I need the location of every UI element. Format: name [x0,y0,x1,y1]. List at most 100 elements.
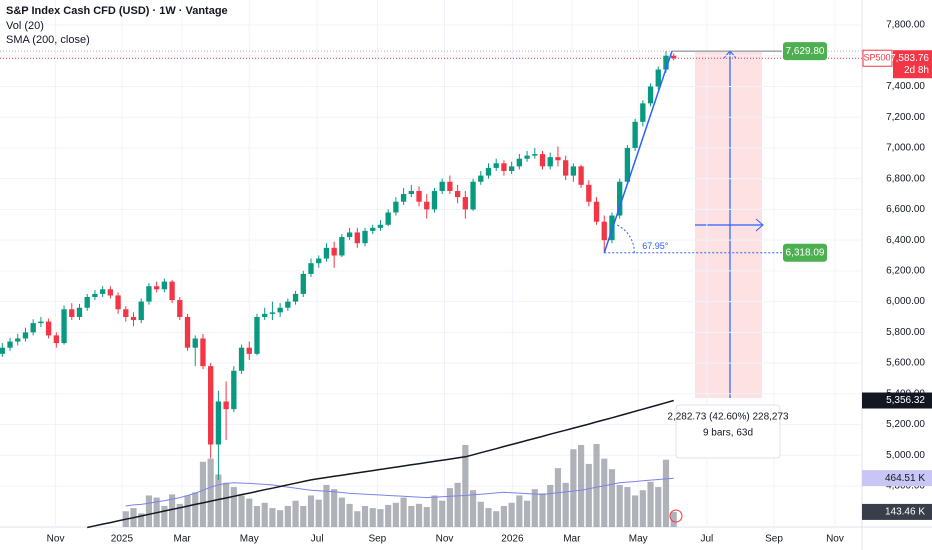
candle-body [146,286,152,302]
candle-body [362,230,368,244]
volume-bar [531,489,538,527]
volume-ma-line [125,477,674,507]
measure-tag-label: 7,629.80 [786,46,825,57]
volume-bar [145,495,153,527]
candle-body [493,163,499,168]
candle-body [0,347,5,354]
volume-bar [354,511,361,527]
candle-body [516,158,523,167]
x-tick-label: May [240,534,259,545]
volume-bar [176,503,183,527]
volume-bar [138,513,145,527]
volume-bar [423,507,430,527]
candle-body [617,181,623,216]
volume-bar [392,502,399,527]
volume-bar [523,500,531,527]
candle-body [586,184,592,202]
price-tag-label: 7,583.76 [890,53,929,64]
price-tag [893,50,932,79]
candle-body [354,232,360,244]
candle-body [400,194,407,202]
axis-tag [862,392,932,409]
candle-body [246,347,252,354]
volume-bar [277,510,284,527]
symbol-tag [862,49,893,67]
countdown-label: 2d 8h [904,65,929,76]
volume-bar [516,495,523,527]
volume-bar [493,511,500,527]
candle-body [53,335,59,344]
candle-body [292,293,299,302]
volume-bar [415,503,423,527]
measure-tag [783,42,827,61]
candle-body [570,166,577,176]
volume-bar [454,482,461,527]
volume-bar [292,500,299,527]
volume-bar [578,445,585,527]
candle-body [192,338,198,348]
x-tick-label: Nov [826,534,844,545]
alert-icon[interactable] [669,509,683,523]
candle-body [300,273,306,294]
volume-bar [608,469,616,527]
x-tick-label: 2026 [501,534,524,545]
candle-body [485,167,492,176]
candle-body [231,370,237,410]
measure-box [675,404,781,459]
x-tick-label: Mar [563,534,581,545]
y-tick-label: 7,800.00 [886,20,925,31]
volume-bar [346,503,353,527]
volume-bar [547,484,554,527]
y-tick-label: 5,800.00 [886,327,925,338]
candle-body [184,316,191,348]
volume-bar [385,504,392,527]
volume-bar [246,498,253,527]
candle-body [601,221,607,241]
x-tick-label: Mar [174,534,192,545]
candle-body [7,341,13,348]
y-tick-label: 5,000.00 [886,450,925,461]
candle-body [15,338,21,342]
x-tick-label: Nov [436,534,454,545]
candle-body [115,295,121,310]
y-tick-label: 6,400.00 [886,235,925,246]
candle-body [99,289,106,294]
candle-body [61,309,67,344]
candle-body [647,86,654,104]
candle-body [663,55,669,70]
candle-body [539,154,546,167]
candle-body [470,181,476,210]
volume-bar [639,490,646,527]
x-tick-label: Nov [47,534,65,545]
volume-bar [585,463,592,527]
volume-bar [315,499,322,527]
candle-body [632,121,638,148]
x-tick-label: Jul [311,534,324,545]
y-tick-label: 6,600.00 [886,204,925,215]
volume-bar [184,495,191,527]
candle-body [501,163,507,171]
trend-line [603,50,673,253]
volume-bar [338,497,345,527]
angle-arc [616,224,635,253]
candle-body [285,301,291,308]
candle-body [508,166,515,171]
candle-body [69,309,75,317]
volume-bar [431,495,438,527]
x-tick-label: May [629,534,648,545]
candle-body [655,69,661,87]
candle-body [377,224,384,228]
candle-body [593,201,600,222]
volume-bar [323,484,330,527]
candle-body [130,316,137,321]
volume-bar [300,505,307,527]
y-tick-label: 6,200.00 [886,266,925,277]
volume-bar [446,488,453,527]
volume-bar [230,487,237,527]
volume-bar [539,493,546,527]
volume-bar [601,458,608,527]
axis-tag-label: 143.46 K [885,507,925,518]
axis-tag [862,503,932,520]
volume-bar [616,484,623,527]
candle-body [123,309,129,317]
